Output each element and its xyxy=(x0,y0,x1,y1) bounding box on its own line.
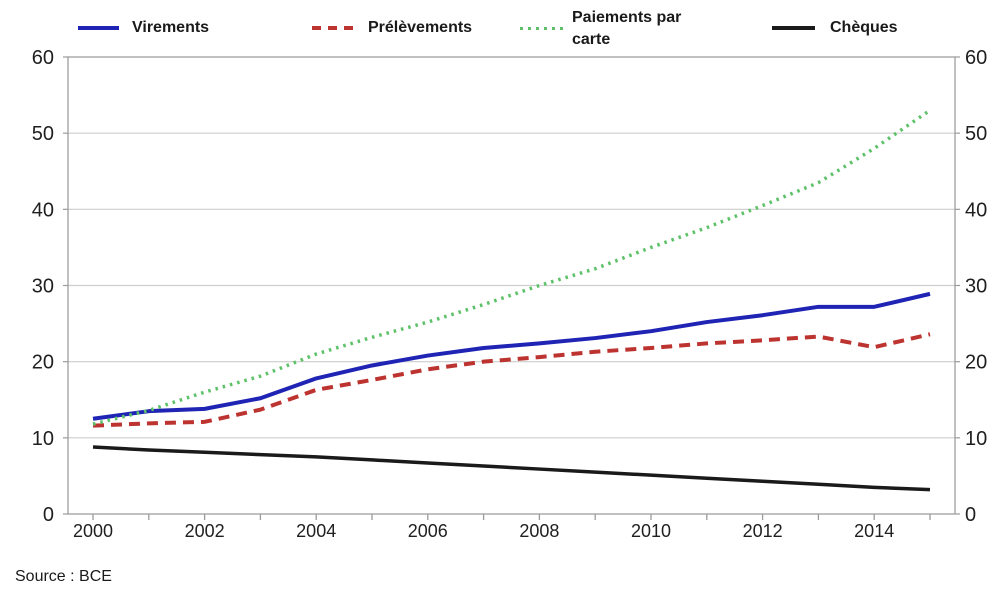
legend-swatch-prelevements xyxy=(312,26,354,30)
x-axis-label: 2004 xyxy=(296,521,336,541)
y-axis-label-left: 60 xyxy=(32,47,54,69)
series-line-paiements-par-carte xyxy=(92,108,931,426)
y-axis-label-right: 40 xyxy=(965,199,987,221)
x-axis-label: 2000 xyxy=(73,521,113,541)
legend-label-cheques: Chèques xyxy=(830,19,898,36)
y-axis-label-right: 10 xyxy=(965,428,987,450)
legend-swatch-cheques xyxy=(772,26,815,30)
series-line-pr-l-vements xyxy=(92,332,931,428)
y-axis-label-left: 30 xyxy=(32,276,54,298)
y-axis-label-left: 50 xyxy=(32,123,54,145)
y-axis-label-left: 0 xyxy=(43,504,54,526)
y-axis-label-left: 20 xyxy=(32,352,54,374)
y-axis-label-right: 30 xyxy=(965,276,987,298)
legend-swatch-paiements-par-carte xyxy=(520,27,563,30)
series-line-ch-ques xyxy=(92,445,931,492)
y-axis-label-left: 40 xyxy=(32,199,54,221)
y-axis-label-right: 50 xyxy=(965,123,987,145)
x-axis-label: 2006 xyxy=(408,521,448,541)
series-line-virements xyxy=(92,291,931,421)
legend-label-virements: Virements xyxy=(132,19,210,36)
x-axis-label: 2002 xyxy=(185,521,225,541)
legend-label-prelevements: Prélèvements xyxy=(368,19,473,36)
x-axis-label: 2014 xyxy=(854,521,894,541)
x-axis-label: 2010 xyxy=(631,521,671,541)
y-axis-label-right: 0 xyxy=(965,504,976,526)
x-axis-label: 2008 xyxy=(519,521,559,541)
y-axis-label-right: 20 xyxy=(965,352,987,374)
x-axis-label: 2012 xyxy=(743,521,783,541)
y-axis-label-right: 60 xyxy=(965,47,987,69)
legend-swatch-virements xyxy=(78,26,119,30)
source-note: Source : BCE xyxy=(15,568,112,585)
y-axis-label-left: 10 xyxy=(32,428,54,450)
legend-label-paiements-par-carte: Paiements par carte xyxy=(572,9,682,48)
